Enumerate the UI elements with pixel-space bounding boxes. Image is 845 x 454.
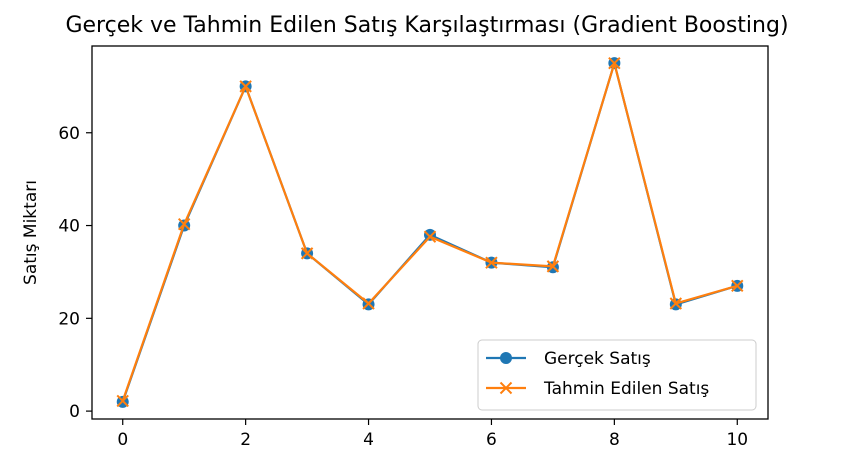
y-tick-label: 60 (58, 124, 80, 144)
x-marker-stroke (731, 279, 744, 293)
x-marker-stroke (239, 80, 252, 93)
legend-marker (500, 352, 512, 364)
data-point-x (485, 256, 498, 269)
legend: Gerçek Satış Tahmin Edilen Satış (477, 339, 757, 411)
data-point-x (116, 394, 129, 408)
x-tick-label: 8 (609, 430, 620, 450)
x-marker-stroke (608, 56, 621, 70)
legend-marker (499, 381, 513, 395)
y-tick-label: 0 (69, 402, 80, 422)
x-tick-label: 4 (363, 430, 374, 450)
data-point-x (546, 260, 560, 273)
series-2 (116, 56, 744, 408)
x-marker-stroke (423, 230, 437, 243)
x-tick-label: 10 (726, 430, 748, 450)
y-tick-label: 20 (58, 309, 80, 329)
data-point-x (362, 297, 375, 310)
x-marker-stroke (546, 260, 560, 273)
x-tick-label: 6 (486, 430, 497, 450)
data-point-x (669, 297, 683, 310)
x-tick-label: 2 (240, 430, 251, 450)
data-point-x (731, 279, 744, 293)
legend-entry: Gerçek Satış (486, 349, 651, 369)
data-point-x (239, 80, 252, 93)
chart-title: Gerçek ve Tahmin Edilen Satış Karşılaştı… (65, 13, 788, 38)
plot-area (116, 56, 744, 408)
y-axis: 0 20 40 60 (58, 124, 92, 422)
y-axis-label: Satış Miktarı (21, 180, 41, 285)
legend-entry: Tahmin Edilen Satış (486, 379, 709, 399)
data-point-x (177, 217, 191, 231)
legend-box (477, 339, 757, 411)
x-tick-label: 0 (117, 430, 128, 450)
legend-label: Tahmin Edilen Satış (543, 379, 709, 399)
data-point-x (608, 56, 621, 70)
x-marker-stroke (669, 297, 683, 310)
x-marker-stroke (362, 297, 375, 310)
y-tick-label: 40 (58, 217, 80, 237)
axes-frame (91, 45, 769, 420)
x-marker-stroke (116, 394, 129, 408)
data-point-x (423, 230, 437, 243)
legend-label: Gerçek Satış (544, 349, 651, 369)
data-point-x (300, 247, 314, 260)
x-axis: 0 2 4 6 8 10 (117, 419, 748, 450)
x-marker-stroke (485, 256, 498, 269)
x-marker-stroke (300, 247, 314, 260)
x-marker-stroke (177, 217, 191, 231)
x-marker-stroke (499, 381, 513, 395)
